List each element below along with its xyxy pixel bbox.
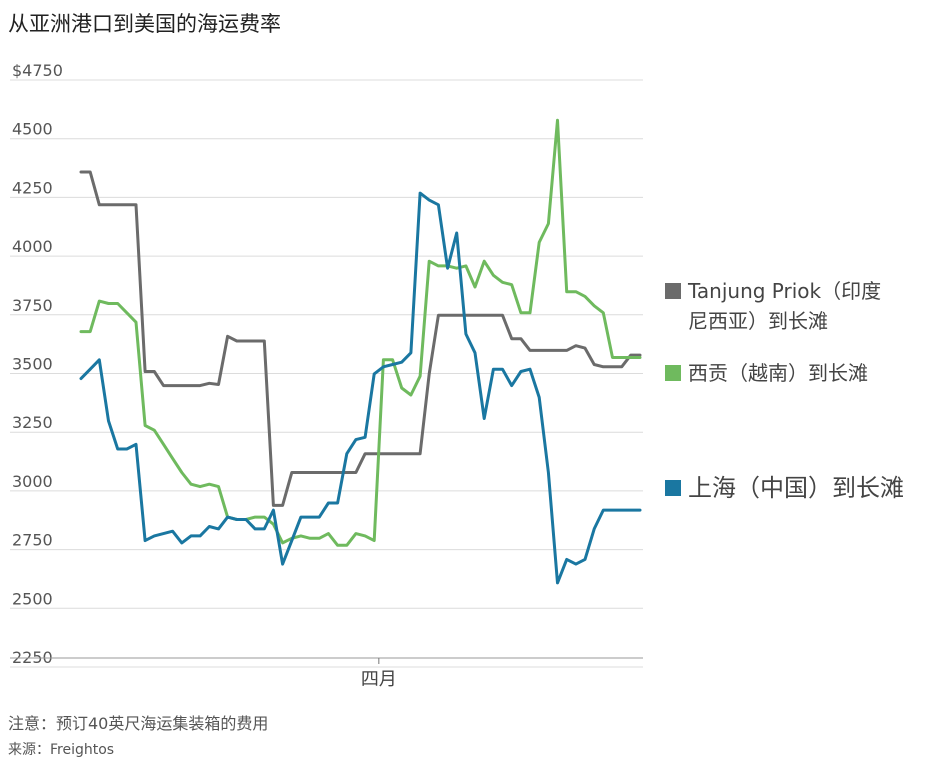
- x-tick-label: 四月: [361, 669, 397, 690]
- legend-entry-tanjung-priok: Tanjung Priok（印度尼西亚）到长滩: [665, 276, 890, 336]
- legend-label-shanghai: 上海（中国）到长滩: [688, 474, 904, 502]
- chart-title: 从亚洲港口到美国的海运费率: [8, 12, 281, 36]
- y-tick-label: 3500: [12, 355, 53, 374]
- y-tick-label: $4750: [12, 61, 63, 80]
- series-line-tanjung-priok: [79, 170, 642, 507]
- legend-entry-saigon: 西贡（越南）到长滩: [665, 358, 905, 388]
- series-line-shanghai: [79, 191, 642, 585]
- series-line-saigon: [79, 118, 642, 547]
- y-tick-label: 4500: [12, 120, 53, 139]
- chart-source: 来源：Freightos: [8, 742, 115, 758]
- y-tick-label: 4000: [12, 237, 53, 256]
- legend-swatch-saigon: [665, 365, 681, 381]
- y-tick-label: 3000: [12, 472, 53, 491]
- series-lines: [79, 118, 642, 585]
- line-chart: $4750 4500 4250 4000 3750 3500 3250 3000 2750 250…: [10, 61, 643, 690]
- legend-swatch-shanghai: [665, 480, 681, 496]
- legend-label-tanjung-priok: Tanjung Priok（印度尼西亚）到长滩: [688, 279, 882, 333]
- chart-note: 注意：预订40英尺海运集装箱的费用: [8, 714, 269, 733]
- y-tick-label: 2500: [12, 589, 53, 608]
- legend-entry-shanghai: 上海（中国）到长滩: [665, 472, 945, 504]
- legend-swatch-tanjung-priok: [665, 283, 681, 299]
- y-tick-label: 4250: [12, 178, 53, 197]
- gridlines: [10, 79, 643, 668]
- y-tick-label: 2750: [12, 531, 53, 550]
- y-tick-label: 3750: [12, 296, 53, 315]
- x-axis: 四月: [10, 657, 643, 690]
- y-tick-label: 3250: [12, 413, 53, 432]
- y-axis-tick-labels: $4750 4500 4250 4000 3750 3500 3250 3000 2750 250…: [12, 61, 63, 667]
- legend-label-saigon: 西贡（越南）到长滩: [688, 361, 868, 385]
